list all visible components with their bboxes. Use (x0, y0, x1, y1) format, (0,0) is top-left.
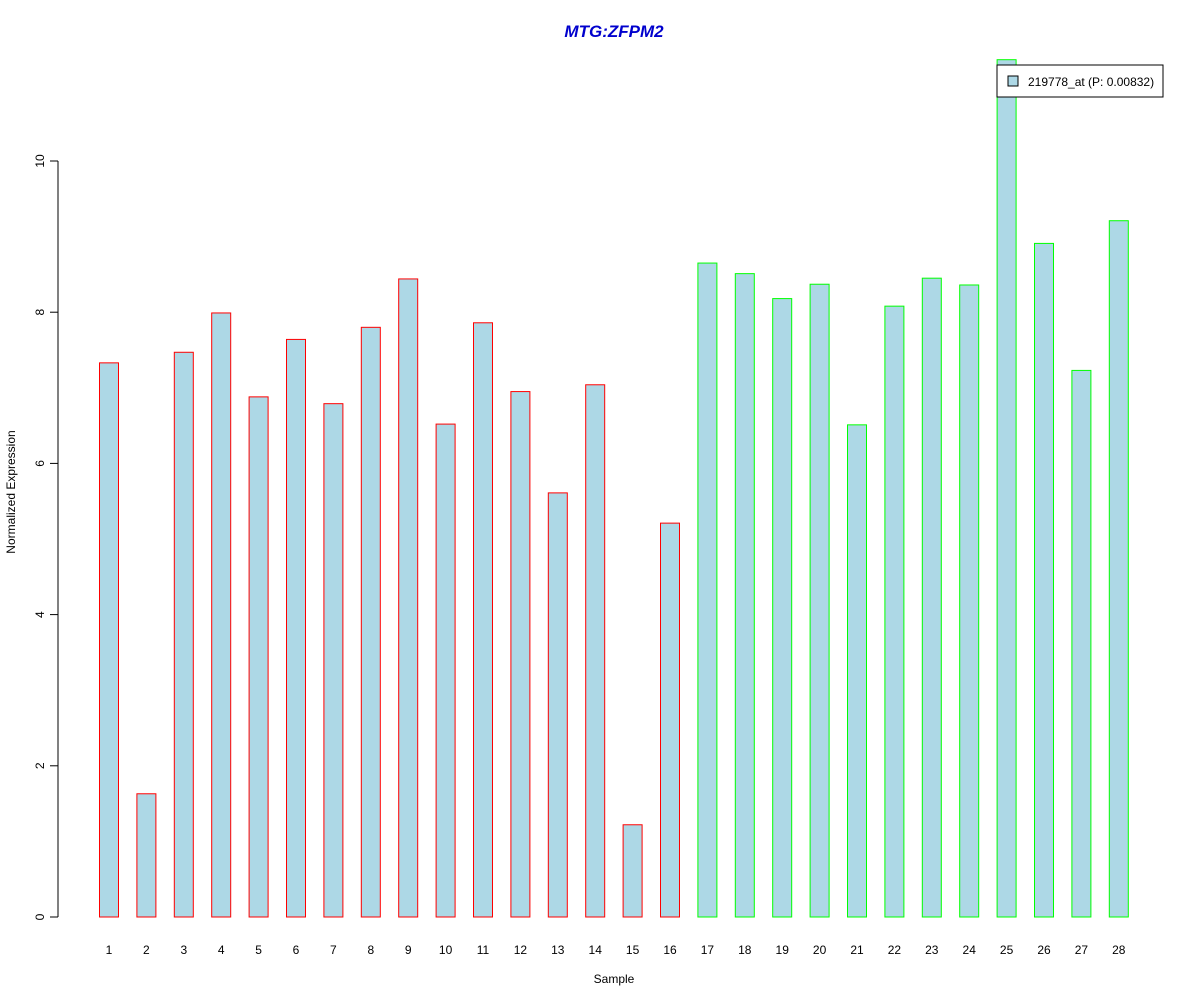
bar-sample-6 (286, 338, 306, 918)
x-tick-label: 19 (776, 943, 790, 957)
bar-sample-12 (510, 391, 531, 918)
x-tick-label: 13 (551, 943, 565, 957)
y-axis: 0 2 4 6 8 10 (33, 154, 59, 920)
y-tick-label: 6 (33, 460, 47, 467)
x-tick-label: 6 (293, 943, 300, 957)
y-tick-label: 2 (33, 762, 47, 769)
bar-sample-13 (547, 492, 568, 918)
x-tick-label: 1 (106, 943, 113, 957)
bar-sample-26 (1034, 242, 1054, 918)
y-tick-label: 4 (33, 611, 47, 618)
x-tick-label: 18 (738, 943, 752, 957)
bar-sample-17 (697, 262, 718, 918)
bar-sample-19 (772, 298, 793, 918)
legend-box (996, 64, 1164, 98)
legend-label: 219778_at (P: 0.00832) (1028, 75, 1154, 89)
bar-sample-20 (809, 283, 830, 918)
x-tick-label: 25 (1000, 943, 1014, 957)
x-tick-label: 10 (439, 943, 453, 957)
x-tick-label: 15 (626, 943, 640, 957)
bar-sample-9 (398, 278, 419, 918)
bar-sample-24 (959, 284, 980, 918)
x-tick-label: 11 (477, 943, 490, 957)
legend-swatch (1007, 75, 1019, 87)
y-tick-label: 8 (33, 309, 47, 316)
bar-sample-4 (211, 312, 232, 918)
x-tick-label: 4 (218, 943, 225, 957)
x-tick-label: 24 (963, 943, 977, 957)
bar-sample-11 (473, 322, 493, 918)
x-tick-label: 12 (514, 943, 528, 957)
x-tick-label: 23 (925, 943, 939, 957)
chart-title: MTG:ZFPM2 (564, 22, 664, 41)
x-tick-label: 2 (143, 943, 150, 957)
x-tick-label: 20 (813, 943, 827, 957)
x-tick-label: 3 (180, 943, 187, 957)
bar-sample-25 (996, 59, 1017, 918)
x-tick-label: 22 (888, 943, 902, 957)
x-tick-label: 27 (1075, 943, 1089, 957)
bar-sample-5 (248, 396, 269, 918)
legend: 219778_at (P: 0.00832) (996, 64, 1164, 98)
x-tick-label: 16 (663, 943, 677, 957)
bar-sample-16 (660, 522, 680, 918)
x-tick-label: 9 (405, 943, 412, 957)
x-tick-label: 14 (589, 943, 603, 957)
bar-sample-23 (921, 277, 942, 918)
bar-sample-28 (1108, 220, 1129, 918)
x-tick-labels: 1 2 3 4 5 6 7 8 9 10 11 12 13 14 15 16 17 18 19 20 21 22 23 24 2… (106, 943, 1126, 957)
x-tick-label: 7 (330, 943, 337, 957)
x-tick-label: 26 (1037, 943, 1051, 957)
bar-sample-2 (136, 793, 157, 918)
bar-sample-1 (99, 362, 119, 918)
bar-sample-27 (1071, 369, 1092, 918)
y-axis-title: Normalized Expression (4, 430, 18, 553)
bar-sample-18 (734, 273, 755, 918)
x-tick-label: 21 (850, 943, 864, 957)
bar-sample-10 (435, 423, 456, 918)
x-tick-label: 5 (255, 943, 262, 957)
x-tick-label: 8 (367, 943, 374, 957)
bar-sample-21 (847, 424, 867, 918)
x-tick-label: 17 (701, 943, 715, 957)
bar-sample-3 (173, 351, 194, 918)
x-axis-title: Sample (594, 972, 635, 986)
bar-sample-15 (622, 824, 643, 918)
bar-sample-7 (323, 403, 344, 918)
bar-sample-8 (360, 326, 381, 918)
y-tick-label: 0 (33, 913, 47, 920)
bar-sample-14 (585, 384, 606, 918)
bars (99, 59, 1129, 918)
y-tick-label: 10 (33, 154, 47, 168)
bar-sample-22 (884, 305, 905, 918)
x-tick-label: 28 (1112, 943, 1126, 957)
